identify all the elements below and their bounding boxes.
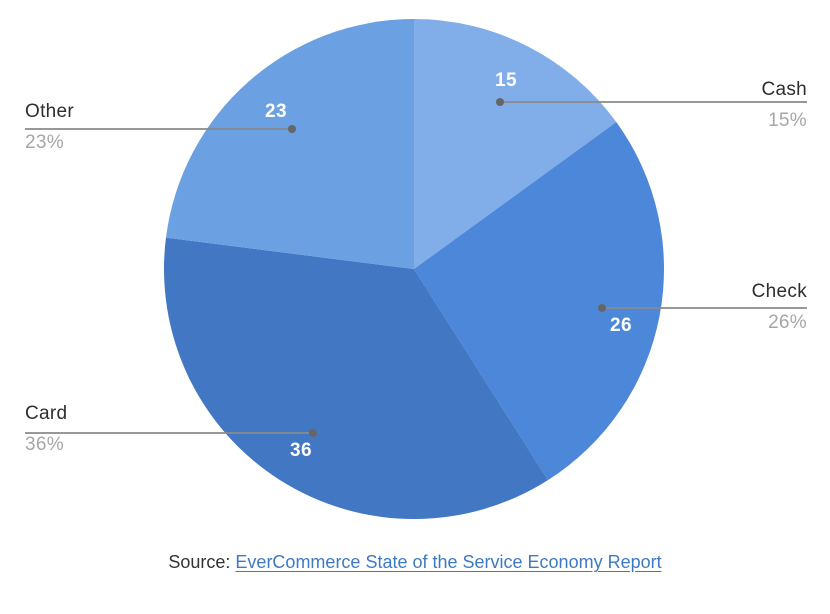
leader-cash [496,98,807,106]
pie-slice-other [165,19,414,269]
leader-dot-check [598,304,606,312]
pie-slice-card [163,237,548,520]
leader-card [25,429,317,437]
leader-dot-cash [496,98,504,106]
callout-cash: Cash 15% [761,79,807,132]
slice-value-card: 36 [290,440,312,461]
callout-cash-label: Cash [761,79,807,100]
callout-other-label: Other [25,101,75,122]
slice-value-check: 26 [610,315,632,336]
callout-check-percent: 26% [768,311,807,333]
pie-slices [163,19,664,520]
callout-check: Check 26% [752,281,807,334]
callout-card-label: Card [25,403,68,424]
source-prefix: Source: [168,552,236,572]
source-link[interactable]: EverCommerce State of the Service Econom… [235,552,662,572]
pie-slice-check [414,122,664,481]
pie-slice-cash [414,19,617,269]
callout-other-percent: 23% [25,131,64,153]
leader-dot-other [288,125,296,133]
callout-cash-percent: 15% [768,109,807,131]
leader-dot-card [309,429,317,437]
leader-other [25,125,296,133]
source-line: Source: EverCommerce State of the Servic… [0,552,830,573]
callout-card-percent: 36% [25,433,64,455]
callout-other: Other 23% [25,101,74,154]
leader-check [598,304,807,312]
callout-card: Card 36% [25,403,67,456]
slice-value-cash: 15 [495,70,517,91]
callout-check-label: Check [751,281,807,302]
slice-value-other: 23 [265,101,287,122]
